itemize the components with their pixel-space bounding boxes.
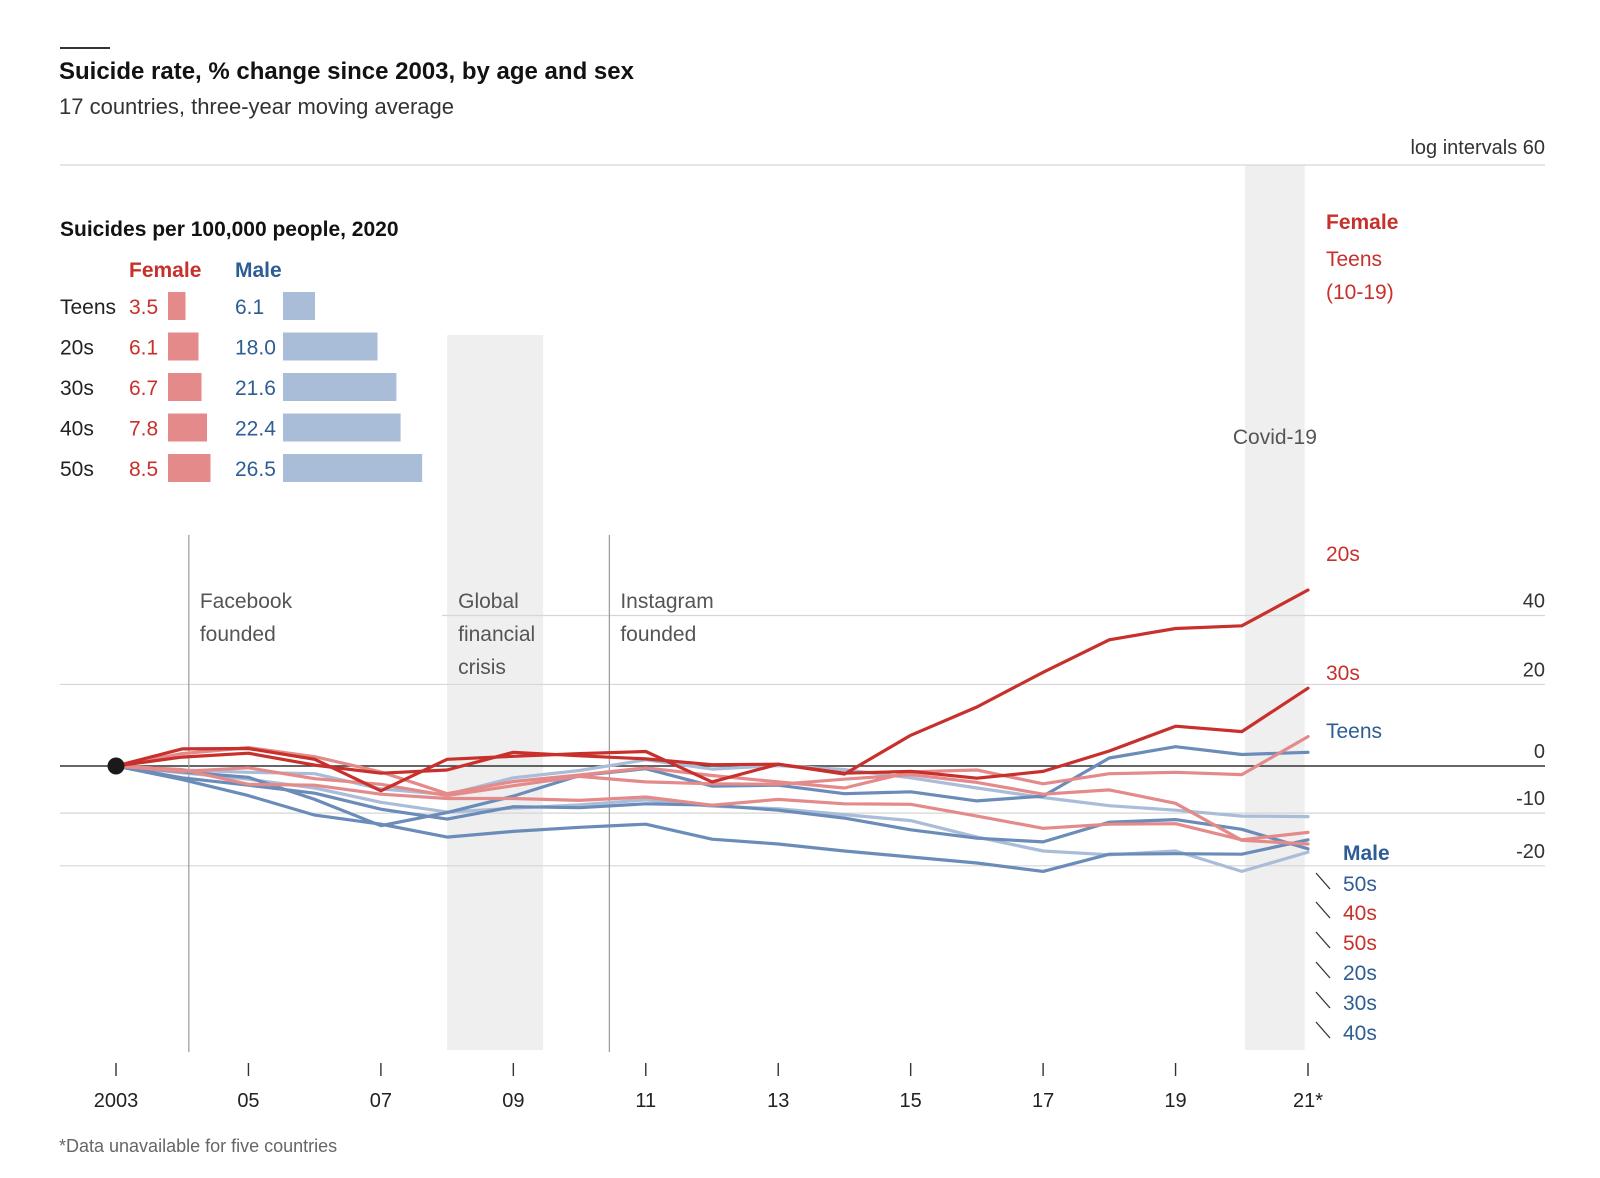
- inset-male-value: 6.1: [235, 296, 264, 319]
- series-label: Teens: [1326, 248, 1382, 271]
- inset-female-value: 8.5: [129, 458, 158, 481]
- inset-female-value: 3.5: [129, 296, 158, 319]
- y-tick-label: 40: [1523, 590, 1545, 612]
- label-leader: [1315, 1021, 1331, 1039]
- group-label-male: Male: [1343, 842, 1390, 865]
- annotation-label: Facebook: [200, 590, 293, 613]
- series-label: Teens: [1326, 720, 1382, 743]
- series-label: 30s: [1343, 992, 1377, 1015]
- group-label-female: Female: [1326, 211, 1398, 234]
- series-line-female-20s: [114, 686, 1310, 780]
- y-tick-label: -10: [1516, 788, 1545, 810]
- y-tick-label: 0: [1534, 741, 1545, 763]
- series-line-female-50s: [114, 764, 1310, 842]
- chart-subtitle: 17 countries, three-year moving average: [59, 94, 454, 119]
- x-tick-label: 07: [370, 1090, 392, 1112]
- inset-male-bar: [283, 332, 378, 361]
- inset-female-bar: [168, 454, 211, 482]
- inset-female-bar: [168, 332, 199, 361]
- series-label: 30s: [1326, 662, 1360, 685]
- title-rule: [60, 47, 110, 49]
- annotation-label: Covid-19: [1233, 426, 1317, 449]
- series-label: 20s: [1343, 962, 1377, 985]
- series-label: 50s: [1343, 932, 1377, 955]
- y-tick-label: -20: [1516, 841, 1545, 863]
- series-label: (10-19): [1326, 281, 1394, 304]
- inset-category-label: Teens: [60, 296, 116, 319]
- x-tick-label: 15: [900, 1090, 922, 1112]
- series-line-female-30s: [114, 734, 1310, 796]
- annotation-label: Instagram: [620, 590, 713, 613]
- inset-legend-female: Female: [129, 259, 201, 282]
- annotation-label: founded: [620, 623, 696, 646]
- chart-footnote: *Data unavailable for five countries: [59, 1136, 338, 1156]
- shade-period: [447, 335, 544, 1050]
- inset-category-label: 50s: [60, 458, 94, 481]
- inset-female-bar: [168, 292, 186, 320]
- series-line-female-40s: [114, 764, 1310, 846]
- series-label: 20s: [1326, 543, 1360, 566]
- label-leader: [1315, 901, 1331, 919]
- inset-female-value: 6.7: [129, 377, 158, 400]
- scale-label: log intervals 60: [1410, 137, 1545, 159]
- inset-male-value: 26.5: [235, 458, 276, 481]
- inset-male-bar: [283, 292, 316, 320]
- annotation-label: financial: [458, 623, 535, 646]
- series-label: 50s: [1343, 873, 1377, 896]
- inset-category-label: 40s: [60, 418, 94, 441]
- x-tick-label: 05: [237, 1090, 259, 1112]
- series-label: 40s: [1343, 902, 1377, 925]
- label-leader: [1315, 961, 1331, 979]
- label-leader: [1315, 931, 1331, 949]
- inset-male-bar: [283, 454, 423, 482]
- label-leader: [1315, 872, 1331, 890]
- series-line-male-30s: [114, 764, 1310, 874]
- inset-male-value: 18.0: [235, 337, 276, 360]
- y-tick-label: 20: [1523, 659, 1545, 681]
- inset-female-value: 6.1: [129, 337, 158, 360]
- x-tick-label: 17: [1032, 1090, 1054, 1112]
- inset-male-bar: [283, 373, 397, 401]
- origin-dot: [107, 757, 125, 775]
- annotation-label: founded: [200, 623, 276, 646]
- annotation-label: Global: [458, 590, 519, 613]
- inset-category-label: 30s: [60, 377, 94, 400]
- inset-female-bar: [168, 413, 207, 442]
- inset-male-bar: [283, 413, 401, 442]
- inset-female-value: 7.8: [129, 418, 158, 441]
- series-label: 40s: [1343, 1022, 1377, 1045]
- x-tick-label: 11: [635, 1090, 656, 1112]
- series-line-female-teens-10-19: [114, 588, 1310, 793]
- label-leader: [1315, 991, 1331, 1009]
- x-tick-label: 21*: [1293, 1090, 1323, 1112]
- chart-title: Suicide rate, % change since 2003, by ag…: [59, 58, 634, 85]
- inset-male-value: 22.4: [235, 418, 276, 441]
- inset-female-bar: [168, 373, 202, 401]
- inset-title: Suicides per 100,000 people, 2020: [60, 218, 399, 241]
- series-line-male-50s: [114, 758, 1310, 819]
- annotation-label: crisis: [458, 656, 506, 679]
- series-line-male-teens: [114, 745, 1310, 828]
- x-tick-label: 09: [502, 1090, 524, 1112]
- inset-category-label: 20s: [60, 337, 94, 360]
- x-tick-label: 2003: [94, 1090, 139, 1112]
- inset-male-value: 21.6: [235, 377, 276, 400]
- x-tick-label: 13: [767, 1090, 789, 1112]
- inset-legend-male: Male: [235, 259, 282, 282]
- x-tick-label: 19: [1164, 1090, 1186, 1112]
